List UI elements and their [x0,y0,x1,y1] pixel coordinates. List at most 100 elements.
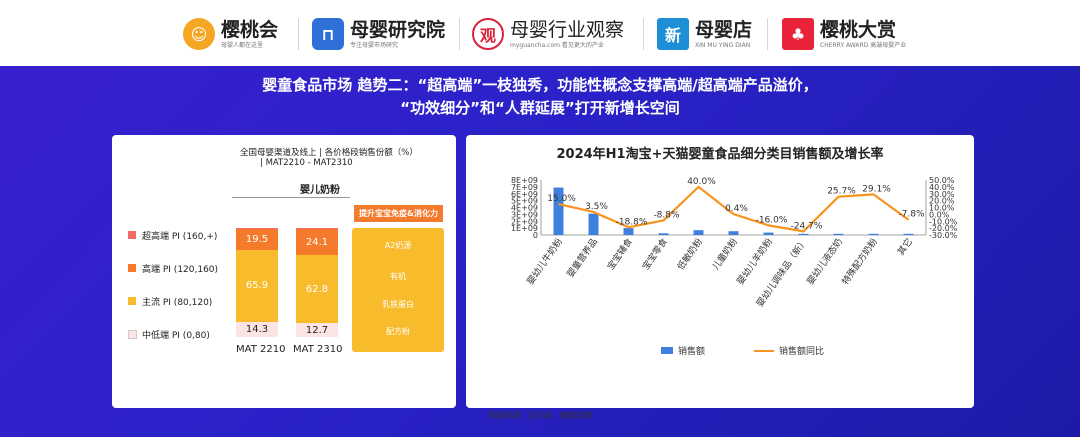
sales-bar [553,187,564,235]
logo-sub: myguancha.com 看见更大的产业 [510,41,604,49]
logo-sub: XIN MU YING DIAN [695,41,751,49]
bar-label-mat2310: MAT 2310 [293,344,343,355]
growth-data-label: -16.0% [756,215,788,225]
legend-label-super-premium: 超高端 PI (160,+) [142,232,218,242]
sales-bar [833,233,844,235]
legend-bar-label: 销售额 [678,345,705,357]
legend-swatch-premium [128,264,136,272]
growth-data-label: -24.7% [791,221,823,231]
sales-bar [868,233,879,235]
logo-research: ⊓ 母婴研究院 专注母婴市场研究 [312,14,445,54]
research-logo-icon: ⊓ [312,18,344,50]
data-source: 数据来源：尼尔森，魔镜洞察 [488,411,592,420]
stacked-bar-segment: 24.1 [296,229,338,256]
category-underline [232,197,350,198]
left-axis-tick-label: 4E+09 [511,204,538,213]
right-axis-tick-label: 30.0% [929,190,955,199]
stacked-bar-segment [296,227,338,230]
logo-divider [767,18,768,50]
sales-bar [623,228,634,235]
x-axis-category-label: 低敏奶粉 [674,236,704,272]
x-axis-category-label: 婴幼儿羊奶粉 [734,236,775,287]
category-label: 婴儿奶粉 [300,185,340,196]
logo-name: 母婴店 [695,18,753,41]
left-axis-tick-label: 2E+09 [511,217,538,226]
logo-divider [643,18,644,50]
right-panel [466,135,974,408]
growth-data-label: -18.8% [616,217,648,227]
feature-a2: A2奶源 [384,241,412,250]
logo-name: 樱桃大赏 [820,18,897,41]
right-axis-tick-label: -30.0% [929,231,958,240]
growth-data-label: 3.5% [585,202,608,212]
combo-chart: 01E+092E+093E+094E+095E+096E+097E+098E+0… [511,176,958,357]
x-axis-category-label: 儿童奶粉 [709,236,739,272]
cherry-award-icon: ♣ [782,18,814,50]
page-title-line2: “功效细分”和“人群延展”打开新增长空间 [400,99,680,117]
sales-bar [588,213,599,235]
x-axis-category-label: 宝宝辅食 [604,236,634,272]
stacked-bar-segment: 14.3 [236,321,278,337]
store-logo-icon: 新 [657,18,689,50]
sales-bar [763,232,774,235]
legend-swatch-mainstream [128,297,136,305]
sales-bar [658,233,669,235]
left-axis-tick-label: 6E+09 [511,190,538,199]
x-axis-category-label: 其它 [895,236,915,258]
x-axis-category-label: 宝宝零食 [639,236,669,272]
right-axis-tick-label: 0.0% [929,210,950,219]
sales-bar [903,233,914,235]
x-axis-category-label: 婴童营养品 [564,236,600,280]
legend-label-low-end: 中低端 PI (0,80) [142,331,210,341]
stacked-bar-segment: 62.8 [296,255,338,324]
right-axis-tick-label: -20.0% [929,224,958,233]
guancha-logo-icon: 观 [472,18,504,50]
logo-sub: 母婴人都在这里 [221,41,264,49]
legend-bar-swatch [661,347,673,354]
logo-sub: CHERRY AWARD 高端母婴产业 [820,41,907,49]
sales-bar [798,233,809,235]
stacked-bar-segment: 12.7 [296,323,338,337]
logo-divider [459,18,460,50]
right-axis-tick-label: 40.0% [929,183,955,192]
growth-data-label: 40.0% [687,177,716,187]
legend-swatch-super-premium [128,231,136,239]
logo-xinmuyingdian: 新 母婴店 XIN MU YING DIAN [657,14,752,54]
growth-data-label: -7.8% [898,210,925,220]
left-subtitle-line2: | MAT2210 - MAT2310 [260,158,353,168]
x-axis-category-label: 特殊配方奶粉 [839,236,880,287]
feature-box: A2奶源 有机 乳铁蛋白 配方粉 [352,228,444,352]
x-axis-category-label: 婴幼儿牛奶粉 [524,236,565,287]
right-axis-tick-label: 20.0% [929,197,955,206]
left-axis-tick-label: 8E+09 [511,176,538,185]
logo-name: 樱桃会 [221,18,279,41]
growth-data-label: 0.4% [725,204,748,214]
feature-lactoferrin: 乳铁蛋白 [382,300,414,309]
feature-formula: 配方粉 [386,327,410,336]
logo-name: 母婴研究院 [350,18,446,41]
feature-organic: 有机 [390,272,406,281]
stacked-bar-segment: 65.9 [236,250,278,322]
growth-data-label: 29.1% [862,184,891,194]
left-axis-tick-label: 7E+09 [511,183,538,192]
sales-bar [728,231,739,235]
left-axis-tick-label: 1E+09 [511,224,538,233]
growth-data-label: 25.7% [827,187,856,197]
sales-bar [693,230,704,235]
right-axis-tick-label: 50.0% [929,176,955,185]
page-title-line1: 婴童食品市场 趋势二：“超高端”一枝独秀，功能性概念支撑高端/超高端产品溢价， [262,76,818,94]
x-axis-category-label: 婴幼儿液态奶 [804,236,845,287]
logo-sub: 专注母婴市场研究 [350,41,399,49]
logo-cherry-award: ♣ 樱桃大赏 CHERRY AWARD 高端母婴产业 [782,14,906,54]
left-subtitle-line1: 全国母婴渠道及线上 | 各价格段销售份额（%） [240,148,418,158]
cherry-logo-icon: ☺ [183,18,215,50]
legend-label-mainstream: 主流 PI (80,120) [142,298,213,308]
chart-title: 2024年H1淘宝+天猫婴童食品细分类目销售额及增长率 [556,147,884,162]
right-axis-tick-label: -10.0% [929,217,958,226]
left-axis-tick-label: 5E+09 [511,197,538,206]
header-logo-bar: ☺ 樱桃会 母婴人都在这里 ⊓ 母婴研究院 专注母婴市场研究 观 母婴行业观察 myg… [0,0,1080,66]
stacked-bar-segment: 19.5 [236,229,278,251]
left-axis-tick-label: 0 [533,231,538,240]
legend-swatch-low-end [128,330,137,339]
logo-divider [298,18,299,50]
